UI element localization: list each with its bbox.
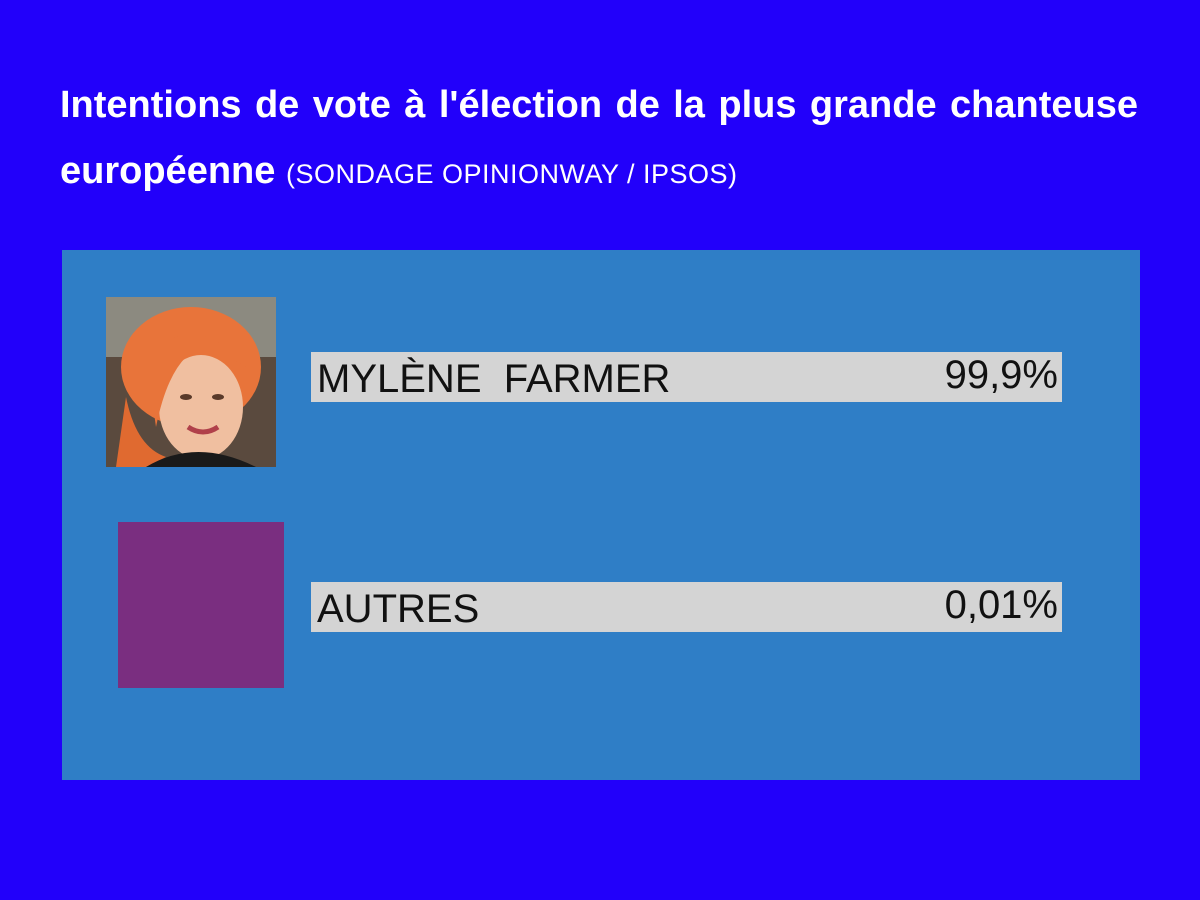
candidate-name: MYLÈNE FARMER [317, 357, 671, 401]
subtitle: (SONDAGE OPINIONWAY / IPSOS) [285, 159, 738, 189]
candidate-value: 0,01% [944, 583, 1058, 627]
candidate-value: 99,9% [944, 353, 1058, 397]
color-swatch [118, 522, 284, 688]
header: Intentions de vote à l'élection de la pl… [60, 72, 1138, 207]
result-bar: AUTRES 0,01% [311, 582, 1062, 632]
candidate-name: AUTRES [317, 587, 480, 631]
title: Intentions de vote à l'élection de la pl… [60, 84, 1138, 192]
result-bar: MYLÈNE FARMER 99,9% [311, 352, 1062, 402]
portrait [106, 297, 276, 467]
